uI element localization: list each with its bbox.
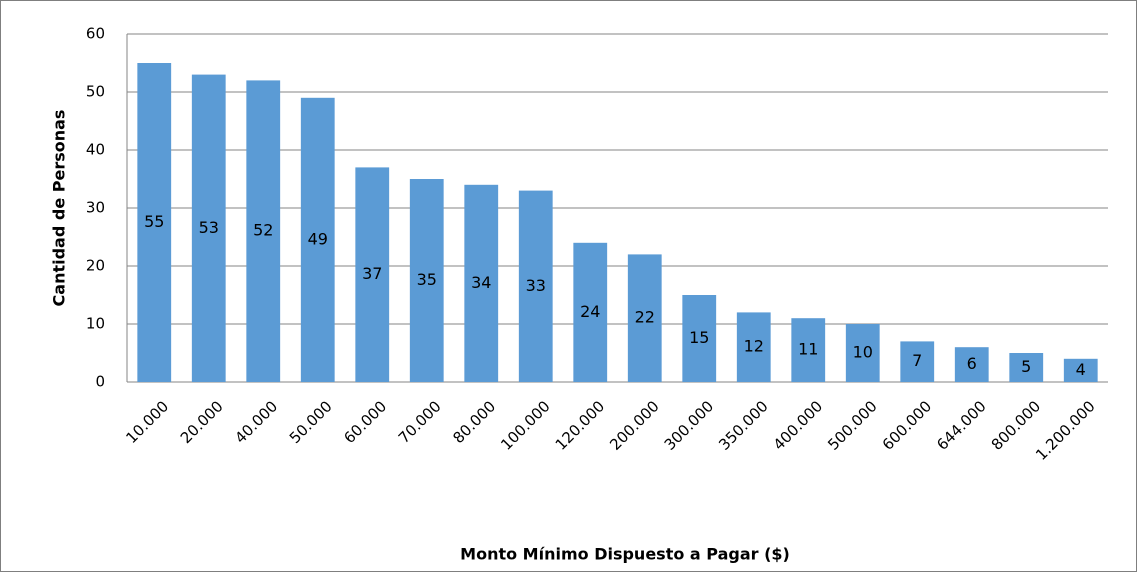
data-label: 22 (635, 308, 655, 327)
data-label: 6 (967, 354, 977, 373)
bar (573, 242, 608, 382)
bar (1009, 353, 1044, 382)
data-label: 37 (362, 264, 382, 283)
y-tick-label: 30 (86, 199, 105, 217)
data-label: 11 (798, 340, 818, 359)
data-label: 7 (912, 351, 922, 370)
data-label: 10 (853, 343, 873, 362)
bar (900, 341, 935, 382)
bar (736, 312, 771, 382)
data-label: 53 (199, 218, 219, 237)
bar (627, 254, 662, 382)
data-label: 15 (689, 328, 709, 347)
bar (246, 80, 281, 383)
y-tick-label: 40 (86, 141, 105, 159)
data-label: 49 (308, 229, 328, 248)
y-tick-label: 20 (86, 257, 105, 275)
bar (845, 324, 880, 382)
data-label: 34 (471, 273, 491, 292)
x-axis-title: Monto Mínimo Dispuesto a Pagar ($) (460, 545, 790, 564)
bar (464, 184, 499, 382)
y-axis-title: Cantidad de Personas (50, 110, 69, 307)
bar (518, 190, 553, 382)
y-tick-label: 10 (86, 315, 105, 333)
bar (191, 74, 226, 382)
bar (1063, 358, 1098, 382)
data-label: 52 (253, 221, 273, 240)
data-label: 35 (417, 270, 437, 289)
bar (300, 97, 335, 383)
y-tick-label: 0 (95, 373, 105, 391)
data-label: 24 (580, 302, 600, 321)
y-tick-label: 50 (86, 83, 105, 101)
data-label: 55 (144, 212, 164, 231)
y-tick-label: 60 (86, 25, 105, 43)
bar (682, 295, 717, 382)
bar (409, 179, 444, 382)
bar (355, 167, 390, 382)
data-label: 33 (526, 276, 546, 295)
bar (791, 318, 826, 382)
data-label: 12 (744, 337, 764, 356)
data-label: 5 (1021, 357, 1031, 376)
data-label: 4 (1076, 360, 1086, 379)
bar (137, 63, 172, 382)
bar (954, 347, 989, 382)
